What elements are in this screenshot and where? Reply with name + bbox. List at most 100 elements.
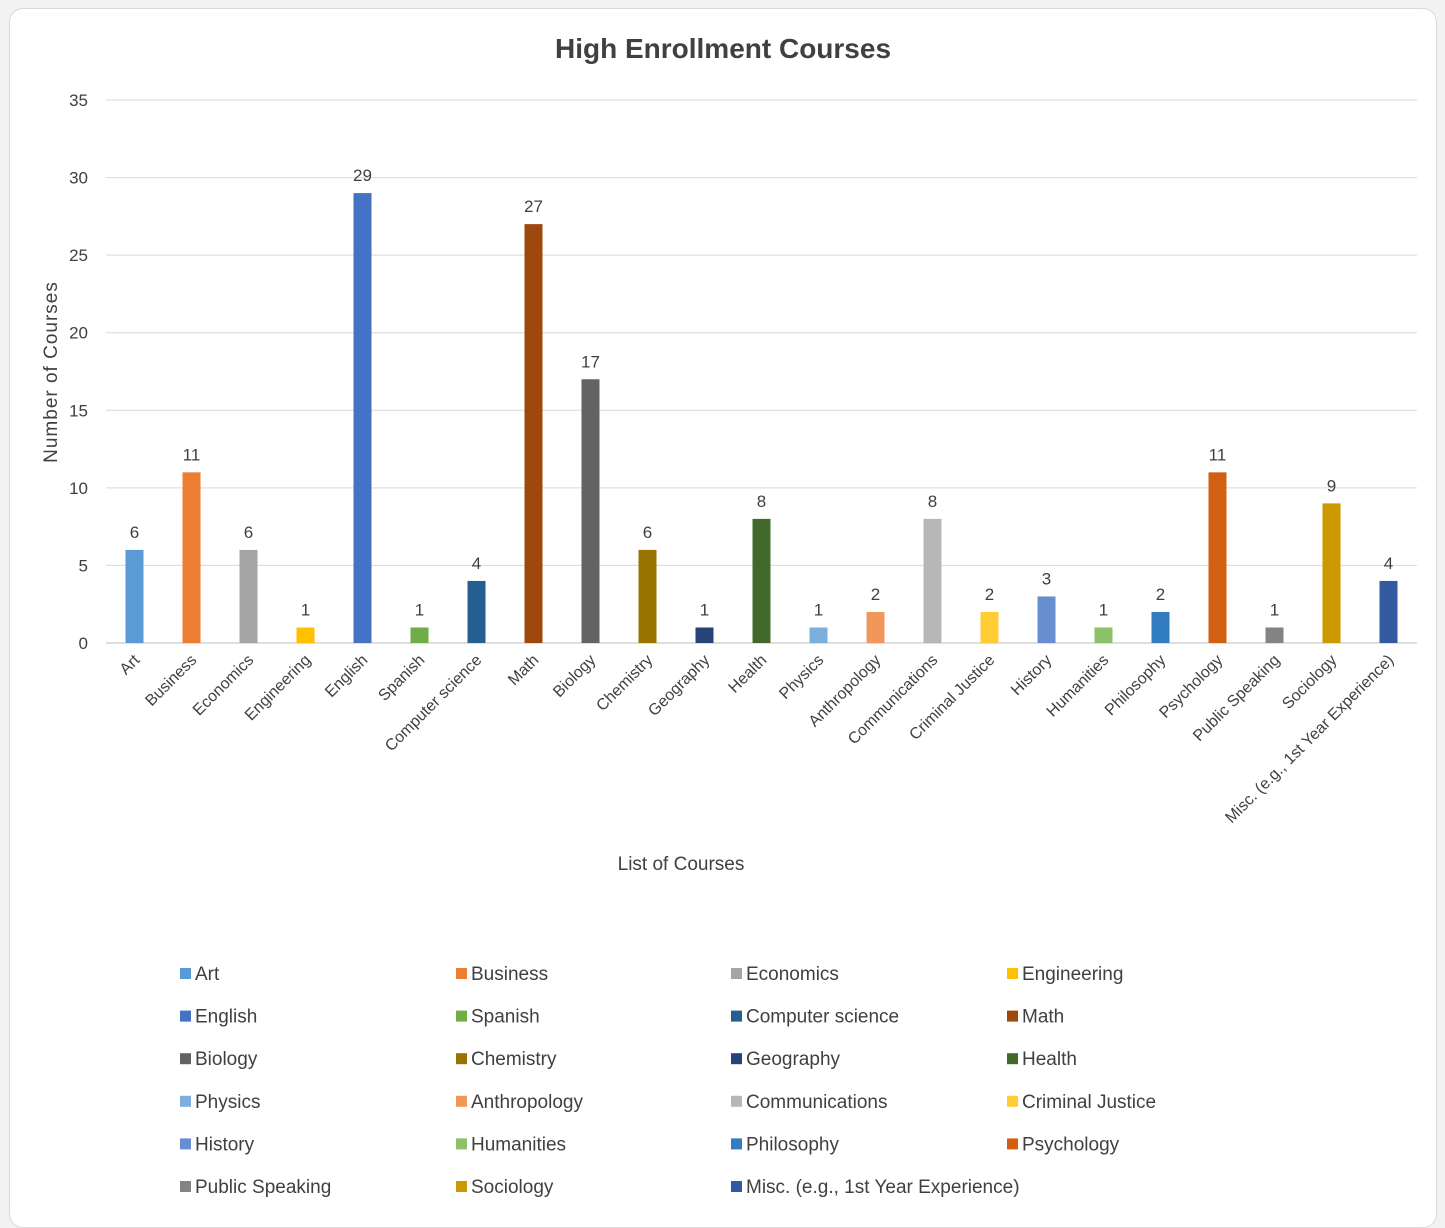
bar [410, 627, 429, 643]
x-tick-label: Health [726, 652, 771, 697]
data-label: 1 [700, 600, 709, 619]
legend-item: Business [456, 964, 548, 985]
legend-label: Misc. (e.g., 1st Year Experience) [746, 1177, 1020, 1198]
bar [638, 549, 657, 643]
legend-swatch [731, 1053, 742, 1065]
bar [296, 627, 315, 643]
legend-swatch [1007, 1138, 1018, 1150]
legend-label: Economics [746, 964, 839, 985]
legend-label: Public Speaking [195, 1177, 331, 1198]
legend-item: Anthropology [456, 1092, 583, 1113]
legend-label: Engineering [1022, 964, 1123, 985]
data-label: 2 [1156, 585, 1165, 604]
legend-swatch [731, 1095, 742, 1107]
legend-swatch [731, 1010, 742, 1022]
legend-item: Art [180, 964, 220, 985]
legend-swatch [180, 1181, 191, 1192]
data-label: 2 [871, 585, 880, 604]
legend-item: Sociology [456, 1177, 554, 1198]
y-tick-label: 10 [69, 479, 88, 498]
y-axis-title: Number of Courses [41, 281, 62, 463]
data-label: 4 [1384, 554, 1393, 573]
y-tick-label: 20 [69, 324, 88, 343]
y-tick-label: 25 [69, 246, 88, 265]
legend-swatch [456, 1010, 467, 1022]
chart-title: High Enrollment Courses [555, 33, 891, 64]
legend-swatch [1007, 1010, 1018, 1022]
y-tick-label: 15 [69, 401, 88, 420]
legend-item: Math [1007, 1007, 1064, 1028]
legend-swatch [456, 1053, 467, 1065]
legend-swatch [1007, 968, 1018, 979]
data-label: 2 [985, 585, 994, 604]
legend-swatch [456, 1095, 467, 1107]
legend-item: Misc. (e.g., 1st Year Experience) [731, 1177, 1020, 1198]
legend-item: History [180, 1134, 255, 1155]
bar [752, 518, 771, 643]
bar [353, 193, 372, 644]
legend-swatch [1007, 1095, 1018, 1107]
legend-item: Public Speaking [180, 1177, 331, 1198]
x-tick-label: Geography [645, 652, 713, 720]
legend-label: Communications [746, 1092, 888, 1113]
x-tick-label: Humanities [1044, 652, 1113, 721]
data-label: 1 [301, 600, 310, 619]
legend-label: Business [471, 964, 548, 985]
x-tick-label: History [1008, 652, 1055, 699]
legend-item: Computer science [731, 1007, 899, 1028]
x-tick-label: Sociology [1279, 652, 1340, 713]
data-label: 6 [643, 523, 652, 542]
legend-item: Spanish [456, 1007, 540, 1028]
data-label: 1 [1270, 600, 1279, 619]
bar [809, 627, 828, 643]
x-tick-label: Art [117, 651, 144, 678]
legend-label: Computer science [746, 1007, 899, 1028]
legend-label: English [195, 1007, 257, 1028]
bar [1265, 627, 1284, 643]
legend-label: Psychology [1022, 1134, 1120, 1155]
legend: Art Business Economics Engineering English Sp… [180, 964, 1156, 1198]
bars [125, 193, 1398, 644]
y-tick-label: 0 [79, 634, 88, 653]
legend-label: Humanities [471, 1134, 566, 1155]
bar [923, 518, 942, 643]
legend-label: Health [1022, 1049, 1077, 1070]
legend-item: Criminal Justice [1007, 1092, 1156, 1113]
legend-swatch [180, 1053, 191, 1065]
data-label: 11 [1209, 445, 1227, 464]
x-tick-label: Physics [776, 652, 827, 703]
legend-label: Spanish [471, 1007, 540, 1028]
bar [1322, 503, 1341, 643]
legend-swatch [731, 1138, 742, 1150]
legend-swatch [1007, 1053, 1018, 1065]
legend-label: Physics [195, 1092, 260, 1113]
x-tick-label: Spanish [375, 652, 428, 705]
data-label: 8 [928, 492, 937, 511]
data-label: 1 [415, 600, 424, 619]
legend-swatch [180, 968, 191, 979]
x-tick-label: Biology [550, 652, 599, 701]
legend-label: Biology [195, 1049, 258, 1070]
legend-swatch [456, 1181, 467, 1192]
legend-label: Math [1022, 1007, 1064, 1028]
legend-swatch [456, 1138, 467, 1150]
x-tick-label: Math [505, 652, 542, 689]
legend-label: Chemistry [471, 1049, 557, 1070]
legend-swatch [180, 1010, 191, 1022]
data-label: 9 [1327, 476, 1336, 495]
legend-label: Philosophy [746, 1134, 839, 1155]
y-axis-ticks: 0 5 10 15 20 25 30 35 [69, 91, 88, 653]
x-tick-label: Business [142, 652, 200, 710]
data-label: 11 [183, 445, 201, 464]
data-label: 17 [581, 352, 600, 371]
legend-item: Biology [180, 1049, 258, 1070]
bar [1094, 627, 1113, 643]
legend-item: English [180, 1007, 257, 1028]
legend-label: Criminal Justice [1022, 1092, 1156, 1113]
data-label: 1 [1099, 600, 1108, 619]
bar [182, 472, 201, 643]
legend-label: History [195, 1134, 255, 1155]
legend-item: Geography [731, 1049, 841, 1070]
legend-label: Art [195, 964, 220, 985]
